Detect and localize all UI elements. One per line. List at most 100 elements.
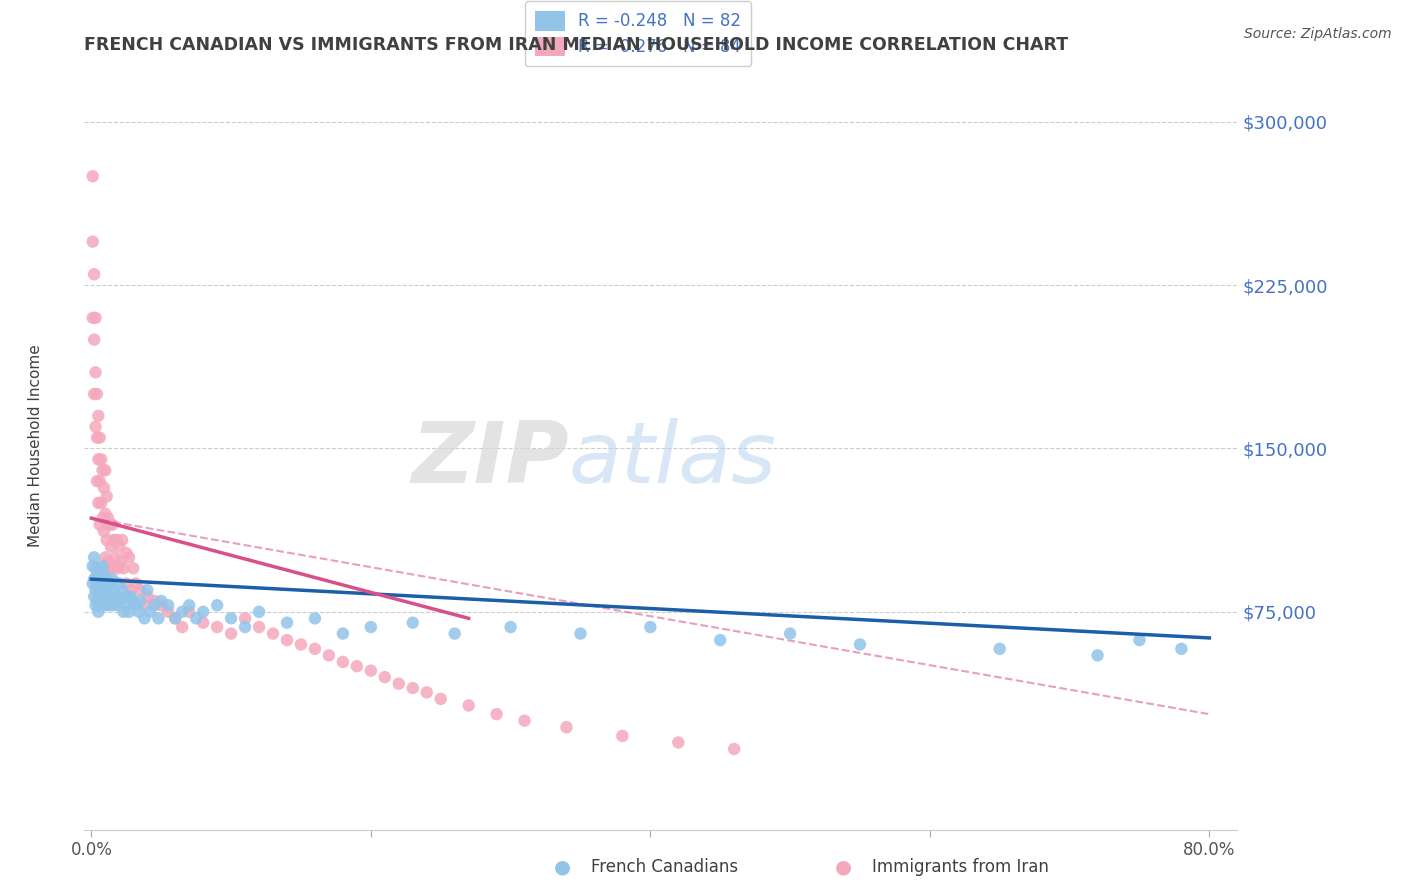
Point [1087, 648, 1109, 663]
Point [86, 431, 108, 445]
Point [233, 611, 256, 625]
Point [90, 496, 112, 510]
Point [120, 590, 142, 604]
Point [360, 664, 382, 678]
Point [115, 599, 138, 613]
Point [93, 590, 115, 604]
Point [115, 576, 138, 591]
Point [96, 533, 118, 547]
Point [91, 511, 114, 525]
Point [104, 550, 127, 565]
Point [97, 511, 120, 525]
Point [779, 626, 801, 640]
Point [101, 599, 124, 613]
Point [165, 611, 187, 625]
Point [112, 605, 135, 619]
Text: ●: ● [554, 857, 571, 876]
Point [87, 605, 110, 619]
Point [87, 409, 110, 423]
Point [129, 594, 152, 608]
Point [115, 590, 138, 604]
Point [111, 582, 134, 597]
Legend: R = -0.248   N = 82, R = -0.276   N = 84: R = -0.248 N = 82, R = -0.276 N = 84 [524, 1, 751, 66]
Point [988, 641, 1011, 656]
Point [93, 567, 115, 582]
Point [86, 594, 108, 608]
Point [91, 594, 114, 608]
Point [86, 387, 108, 401]
Point [157, 605, 180, 619]
Point [186, 611, 208, 625]
Point [103, 582, 125, 597]
Point [101, 517, 124, 532]
Point [83, 387, 105, 401]
Point [374, 670, 396, 684]
Point [122, 594, 145, 608]
Point [98, 582, 121, 597]
Point [87, 452, 110, 467]
Point [205, 599, 228, 613]
Point [83, 572, 105, 586]
Point [125, 599, 148, 613]
Point [318, 648, 340, 663]
Point [276, 633, 298, 648]
Point [90, 599, 112, 613]
Point [666, 735, 689, 749]
Point [89, 567, 111, 582]
Point [82, 576, 104, 591]
Point [101, 561, 124, 575]
Point [709, 633, 731, 648]
Point [276, 615, 298, 630]
Point [115, 546, 138, 560]
Point [98, 517, 121, 532]
Point [91, 463, 114, 477]
Point [172, 620, 194, 634]
Point [90, 585, 112, 599]
Point [555, 720, 578, 734]
Point [84, 561, 107, 575]
Point [179, 605, 201, 619]
Point [93, 481, 115, 495]
Point [100, 540, 122, 554]
Point [148, 611, 170, 625]
Point [457, 698, 479, 713]
Text: FRENCH CANADIAN VS IMMIGRANTS FROM IRAN MEDIAN HOUSEHOLD INCOME CORRELATION CHAR: FRENCH CANADIAN VS IMMIGRANTS FROM IRAN … [84, 36, 1069, 54]
Point [83, 550, 105, 565]
Point [157, 599, 180, 613]
Point [219, 611, 242, 625]
Text: ●: ● [835, 857, 852, 876]
Point [89, 431, 111, 445]
Point [136, 582, 159, 597]
Point [499, 620, 522, 634]
Point [416, 685, 439, 699]
Point [513, 714, 536, 728]
Point [101, 572, 124, 586]
Point [87, 561, 110, 575]
Point [103, 533, 125, 547]
Point [104, 594, 127, 608]
Point [100, 594, 122, 608]
Point [97, 555, 120, 569]
Point [118, 550, 141, 565]
Point [129, 582, 152, 597]
Point [89, 517, 111, 532]
Point [304, 641, 326, 656]
Point [128, 605, 150, 619]
Point [98, 561, 121, 575]
Point [443, 626, 465, 640]
Point [94, 599, 117, 613]
Point [360, 620, 382, 634]
Point [83, 268, 105, 282]
Point [262, 626, 284, 640]
Point [205, 620, 228, 634]
Point [143, 599, 166, 613]
Point [429, 692, 451, 706]
Point [83, 333, 105, 347]
Point [86, 576, 108, 591]
Point [402, 681, 425, 695]
Point [82, 169, 104, 184]
Point [233, 620, 256, 634]
Text: Source: ZipAtlas.com: Source: ZipAtlas.com [1244, 27, 1392, 41]
Point [122, 561, 145, 575]
Point [118, 605, 141, 619]
